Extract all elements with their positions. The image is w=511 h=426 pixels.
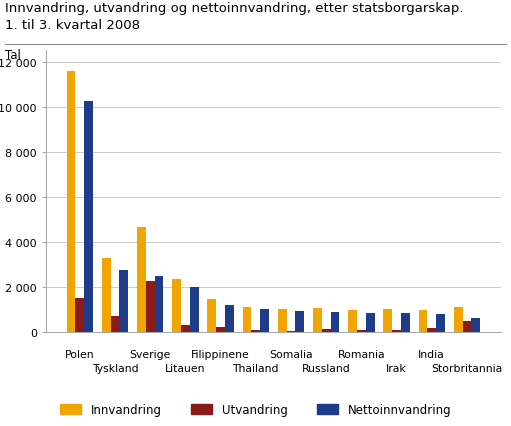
Bar <box>102 258 111 332</box>
Text: Somalia: Somalia <box>269 349 313 359</box>
Bar <box>181 325 190 332</box>
Legend: Innvandring, Utvandring, Nettoinnvandring: Innvandring, Utvandring, Nettoinnvandrin… <box>60 403 451 416</box>
Text: 1. til 3. kvartal 2008: 1. til 3. kvartal 2008 <box>5 19 140 32</box>
Text: Litauen: Litauen <box>165 363 205 373</box>
Bar <box>366 313 375 332</box>
Text: Russland: Russland <box>302 363 351 373</box>
Bar <box>401 314 410 332</box>
Bar <box>295 311 304 332</box>
Text: Romania: Romania <box>338 349 385 359</box>
Bar <box>120 271 128 332</box>
Bar <box>313 309 322 332</box>
Text: Polen: Polen <box>65 349 95 359</box>
Text: Tyskland: Tyskland <box>92 363 138 373</box>
Bar <box>207 299 216 332</box>
Bar <box>278 309 287 332</box>
Bar <box>454 308 462 332</box>
Bar <box>427 328 436 332</box>
Bar <box>155 276 164 332</box>
Bar <box>392 331 401 332</box>
Bar <box>137 227 146 332</box>
Text: Thailand: Thailand <box>233 363 279 373</box>
Bar <box>383 309 392 332</box>
Bar <box>331 313 339 332</box>
Text: Filippinene: Filippinene <box>191 349 250 359</box>
Bar <box>322 329 331 332</box>
Bar <box>287 331 295 332</box>
Bar <box>172 279 181 332</box>
Bar <box>419 310 427 332</box>
Bar <box>462 322 471 332</box>
Bar <box>251 331 260 332</box>
Text: India: India <box>419 349 445 359</box>
Bar <box>348 310 357 332</box>
Text: Storbritannia: Storbritannia <box>431 363 502 373</box>
Bar <box>111 317 120 332</box>
Bar <box>357 331 366 332</box>
Bar <box>190 287 199 332</box>
Bar <box>216 327 225 332</box>
Bar <box>260 309 269 332</box>
Bar <box>76 299 84 332</box>
Bar <box>225 305 234 332</box>
Bar <box>436 315 445 332</box>
Bar <box>471 318 480 332</box>
Text: Tal: Tal <box>5 49 21 62</box>
Bar <box>66 72 76 332</box>
Text: Sverige: Sverige <box>130 349 171 359</box>
Text: Innvandring, utvandring og nettoinnvandring, etter statsborgarskap.: Innvandring, utvandring og nettoinnvandr… <box>5 2 463 15</box>
Text: Irak: Irak <box>386 363 407 373</box>
Bar <box>84 102 93 332</box>
Bar <box>243 308 251 332</box>
Bar <box>146 282 155 332</box>
